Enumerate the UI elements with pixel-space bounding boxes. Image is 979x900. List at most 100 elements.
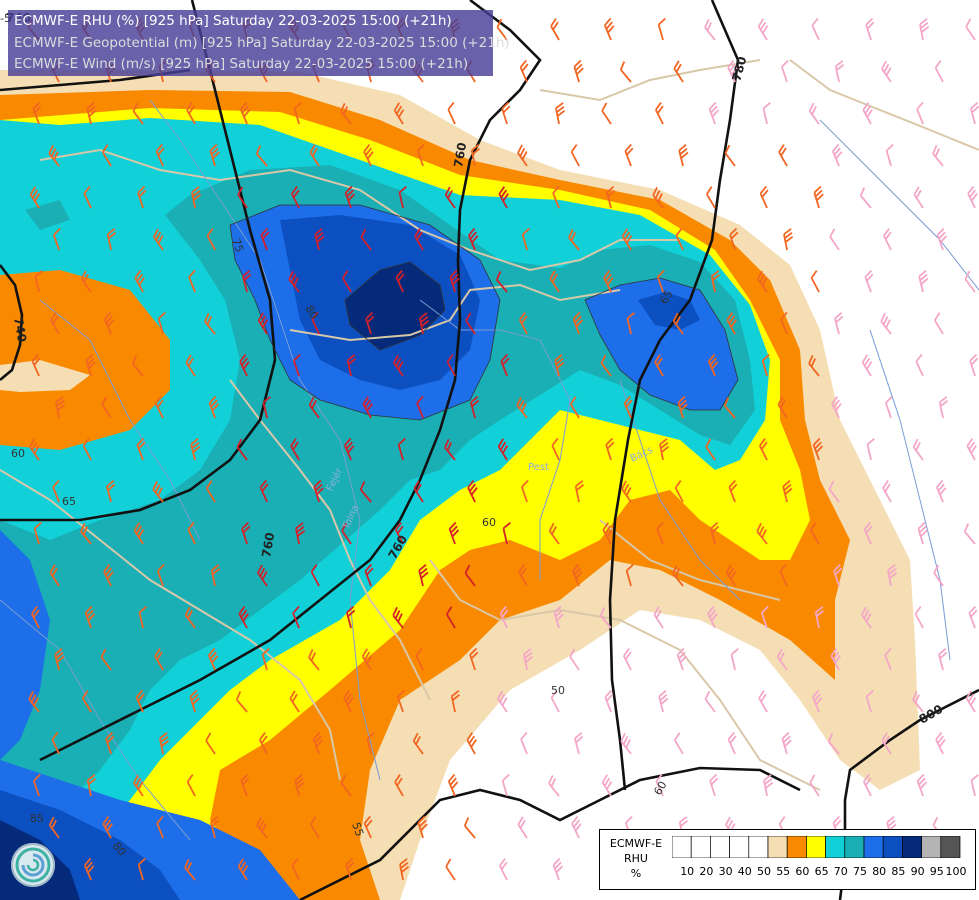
- wind-barb: [620, 732, 632, 755]
- wind-barb: [86, 101, 97, 125]
- wind-barb: [446, 606, 456, 629]
- wind-barb: [808, 355, 820, 377]
- geopotential-label: 760: [259, 531, 277, 558]
- wind-barb: [52, 479, 60, 503]
- rhu-contour-label: 75: [229, 237, 246, 255]
- wind-barb: [777, 396, 788, 419]
- wind-barb: [236, 438, 248, 461]
- wind-barb: [880, 312, 892, 335]
- wind-barb: [887, 564, 898, 587]
- rivers-layer: [0, 99, 979, 841]
- logo: [11, 843, 55, 887]
- wind-barb: [570, 396, 580, 419]
- wind-barb: [152, 480, 164, 503]
- wind-barb: [295, 522, 306, 545]
- wind-barb: [449, 269, 460, 293]
- wind-barb: [917, 521, 928, 545]
- wind-barb: [757, 270, 768, 293]
- wind-barb: [52, 227, 61, 251]
- wind-barb: [49, 564, 60, 587]
- wind-barb: [132, 102, 144, 125]
- contour-740: [0, 264, 24, 381]
- wind-barb: [313, 479, 324, 503]
- wind-barb: [499, 605, 509, 629]
- wind-barb: [417, 815, 428, 839]
- contour-760: [39, 0, 542, 762]
- wind-barb: [51, 731, 60, 755]
- rhu-contour-label: 80: [302, 303, 320, 322]
- wind-barb: [520, 731, 528, 755]
- wind-barb: [963, 523, 976, 545]
- wind-barb: [622, 648, 632, 671]
- wind-barb: [919, 18, 930, 41]
- rhu-contour-label: 65: [657, 288, 675, 307]
- wind-barb: [831, 395, 842, 419]
- wind-barb: [966, 438, 977, 461]
- wind-barb: [293, 101, 302, 125]
- wind-barb: [413, 480, 424, 503]
- wind-barb: [239, 353, 250, 377]
- wind-barb: [761, 353, 770, 377]
- wind-barb: [414, 228, 424, 251]
- legend-swatch: [882, 836, 903, 858]
- geopotential-label: 760: [451, 141, 469, 168]
- wind-barb: [83, 185, 92, 209]
- wind-barb: [781, 731, 792, 755]
- wind-barb: [571, 563, 583, 587]
- wind-barb: [106, 479, 116, 503]
- legend-tick-label: 30: [718, 865, 733, 878]
- wind-barb: [184, 606, 196, 629]
- wind-barb: [552, 857, 564, 881]
- wind-barb: [344, 185, 356, 209]
- wind-barb: [261, 647, 270, 671]
- wind-barb: [138, 606, 147, 629]
- wind-barb: [343, 437, 355, 461]
- wind-barb: [602, 522, 613, 545]
- wind-barb: [395, 269, 405, 293]
- wind-barb: [500, 353, 510, 377]
- wind-barb: [656, 269, 665, 293]
- wind-barb: [310, 564, 320, 587]
- wind-barb: [970, 774, 979, 797]
- rhu-band-75-west-small: [25, 200, 70, 230]
- legend-tick-label: 60: [795, 865, 810, 878]
- rhu-legend: ECMWF-E RHU % 10 20 30 40 50 55 60 65 70 75 80 85 90…: [599, 829, 976, 890]
- wind-barb: [190, 437, 201, 461]
- wind-barb: [675, 227, 684, 251]
- wind-barb: [604, 689, 614, 713]
- wind-barb: [626, 312, 635, 335]
- wind-barb: [606, 185, 616, 209]
- wind-barb: [809, 774, 820, 797]
- legend-title: ECMWF-E RHU %: [600, 836, 672, 881]
- contour-760-b: [0, 0, 277, 522]
- legend-title-line: ECMWF-E: [609, 837, 663, 850]
- legend-tick-label: 100: [945, 865, 967, 878]
- wind-barb: [470, 395, 480, 419]
- wind-barb: [778, 144, 788, 167]
- wind-barb: [705, 438, 716, 461]
- wind-barb: [572, 311, 584, 335]
- wind-barb: [136, 437, 146, 461]
- wind-barb: [497, 690, 508, 713]
- wind-barb: [237, 186, 248, 209]
- wind-barb: [912, 691, 924, 713]
- wind-barb: [865, 17, 875, 41]
- wind-barb: [157, 311, 166, 335]
- wind-barb: [34, 270, 43, 293]
- wind-barb: [654, 354, 664, 377]
- wind-barb: [518, 312, 528, 335]
- wind-barb: [554, 353, 565, 377]
- wind-barb: [970, 101, 979, 125]
- wind-barb: [80, 270, 92, 293]
- wind-barb: [396, 689, 405, 713]
- legend-tick-label: 95: [929, 865, 944, 878]
- wind-barb: [707, 353, 719, 377]
- place-label: Pest: [528, 462, 549, 473]
- wind-barb: [520, 479, 529, 503]
- wind-barb: [861, 606, 872, 629]
- wind-barb: [28, 690, 40, 713]
- geopotential-label: 800: [917, 702, 946, 727]
- wind-barb: [308, 649, 320, 671]
- wind-barb: [864, 269, 874, 293]
